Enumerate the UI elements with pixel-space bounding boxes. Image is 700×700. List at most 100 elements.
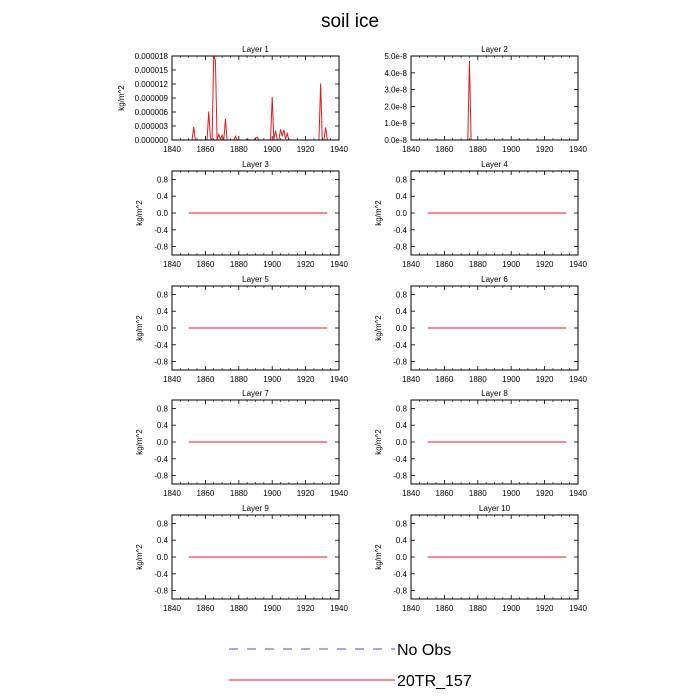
- x-tick-label: 1900: [502, 489, 520, 498]
- y-tick-label: 4.0e-8: [384, 69, 407, 78]
- y-tick-label: 5.0e-8: [384, 52, 407, 61]
- y-tick-label: -0.4: [393, 570, 407, 579]
- x-tick-label: 1880: [469, 604, 487, 613]
- y-tick-label: 0.8: [157, 404, 169, 413]
- y-tick-label: -0.8: [154, 358, 168, 367]
- y-tick-label: -0.8: [154, 243, 168, 252]
- legend-item-1: No Obs: [229, 642, 451, 659]
- y-axis-label: kg/m^2: [135, 315, 144, 341]
- x-tick-label: 1880: [230, 145, 248, 154]
- y-tick-label: 0.0: [396, 438, 408, 447]
- x-tick-label: 1900: [502, 604, 520, 613]
- series-line-1: [188, 56, 328, 140]
- y-tick-label: 0.000012: [135, 80, 169, 89]
- x-tick-label: 1840: [163, 604, 181, 613]
- x-tick-label: 1880: [469, 489, 487, 498]
- y-tick-label: -0.4: [154, 226, 168, 235]
- x-tick-label: 1900: [502, 145, 520, 154]
- y-tick-label: -0.8: [393, 472, 407, 481]
- x-tick-label: 1860: [436, 604, 454, 613]
- series-line-1: [427, 61, 567, 140]
- panel-title: Layer 6: [481, 275, 508, 284]
- y-tick-label: -0.4: [393, 455, 407, 464]
- x-tick-label: 1900: [263, 489, 281, 498]
- y-tick-label: 0.4: [396, 421, 408, 430]
- x-tick-label: 1940: [569, 260, 587, 269]
- y-tick-label: 0.4: [396, 307, 408, 316]
- x-tick-label: 1940: [569, 375, 587, 384]
- x-tick-label: 1920: [297, 489, 315, 498]
- x-tick-label: 1840: [163, 260, 181, 269]
- x-tick-label: 1900: [263, 260, 281, 269]
- x-tick-label: 1880: [469, 375, 487, 384]
- y-tick-label: 0.8: [396, 519, 408, 528]
- x-tick-label: 1900: [502, 375, 520, 384]
- panel-title: Layer 7: [242, 389, 269, 398]
- y-tick-label: 0.0: [396, 209, 408, 218]
- x-tick-label: 1920: [297, 145, 315, 154]
- panel-3: 1840 1860 1880 1900 1920 1940 -0.8 -0.4 0.0 0.4 0.…: [135, 160, 348, 269]
- x-tick-label: 1860: [197, 260, 215, 269]
- x-tick-label: 1920: [536, 260, 554, 269]
- y-tick-label: 0.000000: [135, 136, 169, 145]
- x-tick-label: 1840: [402, 604, 420, 613]
- y-tick-label: 0.0: [157, 209, 169, 218]
- y-tick-label: 0.000018: [135, 52, 169, 61]
- y-axis-label: kg/m^2: [135, 200, 144, 226]
- x-tick-label: 1920: [297, 260, 315, 269]
- x-tick-label: 1940: [569, 145, 587, 154]
- x-tick-label: 1920: [297, 375, 315, 384]
- x-tick-label: 1940: [330, 260, 348, 269]
- panel-title: Layer 5: [242, 275, 269, 284]
- y-tick-label: 0.0: [157, 553, 169, 562]
- x-tick-label: 1920: [536, 145, 554, 154]
- x-tick-label: 1840: [163, 145, 181, 154]
- panel-title: Layer 2: [481, 45, 508, 54]
- x-tick-label: 1880: [469, 260, 487, 269]
- panel-5: 1840 1860 1880 1900 1920 1940 -0.8 -0.4 0.0 0.4 0.…: [135, 275, 348, 384]
- y-tick-label: -0.8: [154, 587, 168, 596]
- y-tick-label: -0.8: [393, 243, 407, 252]
- y-tick-label: 0.4: [157, 421, 169, 430]
- panel-1: 1840 1860 1880 1900 1920 1940 0.000000 0.000003…: [117, 45, 348, 154]
- y-tick-label: 2.0e-8: [384, 102, 407, 111]
- x-tick-label: 1920: [536, 489, 554, 498]
- y-tick-label: -0.8: [393, 358, 407, 367]
- y-tick-label: 1.0e-8: [384, 119, 407, 128]
- y-tick-label: 0.000009: [135, 94, 169, 103]
- x-tick-label: 1880: [230, 260, 248, 269]
- x-tick-label: 1860: [197, 145, 215, 154]
- x-tick-label: 1860: [436, 145, 454, 154]
- y-tick-label: -0.4: [393, 341, 407, 350]
- x-tick-label: 1840: [402, 489, 420, 498]
- page-title: soil ice: [321, 11, 379, 32]
- panel-4: 1840 1860 1880 1900 1920 1940 -0.8 -0.4 0.0 0.4 0.…: [374, 160, 587, 269]
- x-tick-label: 1840: [163, 489, 181, 498]
- panel-8: 1840 1860 1880 1900 1920 1940 -0.8 -0.4 0.0 0.4 0.…: [374, 389, 587, 498]
- y-tick-label: -0.4: [154, 570, 168, 579]
- y-tick-label: -0.8: [393, 587, 407, 596]
- x-tick-label: 1840: [402, 375, 420, 384]
- x-tick-label: 1860: [197, 604, 215, 613]
- y-tick-label: 0.0: [157, 324, 169, 333]
- y-tick-label: 0.8: [157, 290, 169, 299]
- x-tick-label: 1860: [197, 375, 215, 384]
- legend: No Obs 20TR_157: [229, 642, 472, 690]
- y-tick-label: 0.8: [396, 175, 408, 184]
- y-tick-label: 0.4: [396, 192, 408, 201]
- y-axis-label: kg/m^2: [374, 544, 383, 570]
- x-tick-label: 1860: [436, 260, 454, 269]
- panel-title: Layer 4: [481, 160, 508, 169]
- y-axis-label: kg/m^2: [374, 315, 383, 341]
- x-tick-label: 1900: [263, 604, 281, 613]
- y-axis-label: kg/m^2: [135, 429, 144, 455]
- x-tick-label: 1840: [402, 260, 420, 269]
- y-tick-label: -0.4: [154, 455, 168, 464]
- panel-6: 1840 1860 1880 1900 1920 1940 -0.8 -0.4 0.0 0.4 0.…: [374, 275, 587, 384]
- y-tick-label: 0.8: [396, 290, 408, 299]
- y-axis-label: kg/m^2: [374, 429, 383, 455]
- y-tick-label: 0.4: [396, 536, 408, 545]
- x-tick-label: 1880: [469, 145, 487, 154]
- y-tick-label: 0.000006: [135, 108, 169, 117]
